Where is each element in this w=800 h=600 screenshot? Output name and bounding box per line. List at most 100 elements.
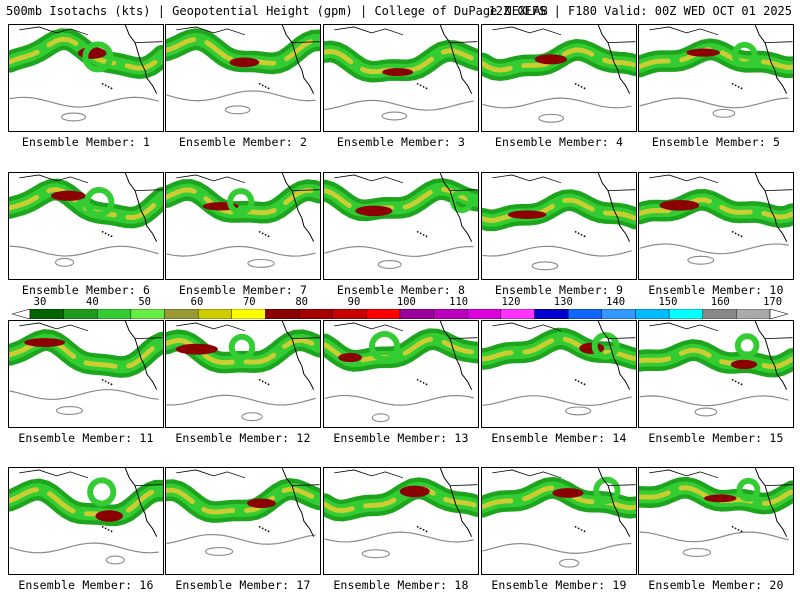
ensemble-panel-18: Ensemble Member: 18 [323,467,479,599]
jet-core-band [639,485,793,506]
map-header: 500mb Isotachs (kts) | Geopotential Heig… [0,0,800,22]
ensemble-map [481,24,637,132]
island [107,528,110,531]
ensemble-panel-11: Ensemble Member: 11 [8,320,164,452]
colorbar-labels: 30 40 50 60 70 80 90 100 110 120 130 140 150 160 170 [12,296,788,308]
coastline [439,25,473,94]
jet-max [382,68,414,77]
island [416,379,419,381]
aleutian-coast [176,174,246,184]
border [450,484,478,487]
island [737,381,740,384]
jet-stream [324,39,478,83]
island [101,231,104,233]
jet-max [552,488,584,498]
cutoff-low [593,476,621,504]
ensemble-map [323,24,479,132]
island [731,379,734,381]
colorbar-tick-label: 110 [449,296,469,308]
island [740,530,743,533]
jet-core-band [9,487,163,518]
coastline [754,25,788,94]
island [425,235,428,238]
aleutian-coast [19,469,89,479]
coastline [439,321,473,390]
aleutian-coast [334,174,404,184]
island [419,380,422,383]
coastline [754,468,788,537]
height-contour [482,542,632,554]
height-contour-closed [687,255,715,265]
colorbar-swatch [332,309,367,319]
cutoff-low [736,477,761,502]
island [104,527,107,530]
ensemble-member-label: Ensemble Member: 3 [336,135,466,149]
jet-stream [166,28,320,75]
height-contour [166,90,316,102]
ensemble-member-label: Ensemble Member: 20 [648,578,784,592]
aleutian-coast [176,322,246,332]
island [731,83,734,85]
ensemble-map [323,467,479,575]
aleutian-coast [176,26,246,36]
colorbar-low-arrow [12,309,31,319]
height-contour-closed [694,407,718,417]
island [425,383,428,386]
jet-stream [9,28,163,80]
border [765,189,793,192]
border [450,41,478,44]
height-contour-closed [538,113,565,123]
jet-stream [166,329,320,374]
ensemble-panel-14: Ensemble Member: 14 [481,320,637,452]
island [258,526,261,528]
coastline [124,468,158,537]
height-contour [166,245,316,257]
jet-stream [639,476,793,515]
colorbar-tick-label: 30 [33,296,47,308]
cutoff-low [83,187,115,218]
aleutian-coast [649,174,719,184]
ensemble-panel-16: Ensemble Member: 16 [8,467,164,599]
border [608,41,636,44]
jet-core-band [482,197,636,223]
island [422,381,425,384]
island [577,380,580,383]
island [267,383,270,386]
island [101,83,104,85]
colorbar-swatch [231,309,266,319]
jet-max [659,199,700,211]
ensemble-member-label: Ensemble Member: 5 [651,135,781,149]
border [292,189,320,192]
colorbar-swatch [399,309,434,319]
height-contour-closed [205,547,234,556]
jet-max [51,190,86,201]
colorbar-swatch [567,309,603,319]
height-contour [9,245,159,257]
colorbar-swatch [366,309,401,319]
ensemble-member-label: Ensemble Member: 16 [18,578,154,592]
island [577,232,580,235]
aleutian-coast [19,322,89,332]
border [450,337,478,340]
ensemble-panel-1: Ensemble Member: 1 [8,24,164,156]
jet-max [229,57,260,68]
island [107,381,110,384]
island [583,383,586,386]
cutoff-low [227,188,255,216]
jet-max [355,205,393,217]
island [258,231,261,233]
island [574,379,577,381]
ensemble-member-label: Ensemble Member: 10 [648,283,784,297]
island [104,84,107,87]
jet-stream [9,477,163,527]
ensemble-member-label: Ensemble Member: 11 [18,431,154,445]
coastline [754,321,788,390]
product-title: 500mb Isotachs (kts) | Geopotential Heig… [6,4,548,18]
jet-stream [166,179,320,224]
cutoff-low [87,477,117,507]
jet-max [703,494,737,503]
height-contour [9,389,159,400]
coastline [281,321,315,390]
island [258,379,261,381]
border [765,41,793,44]
